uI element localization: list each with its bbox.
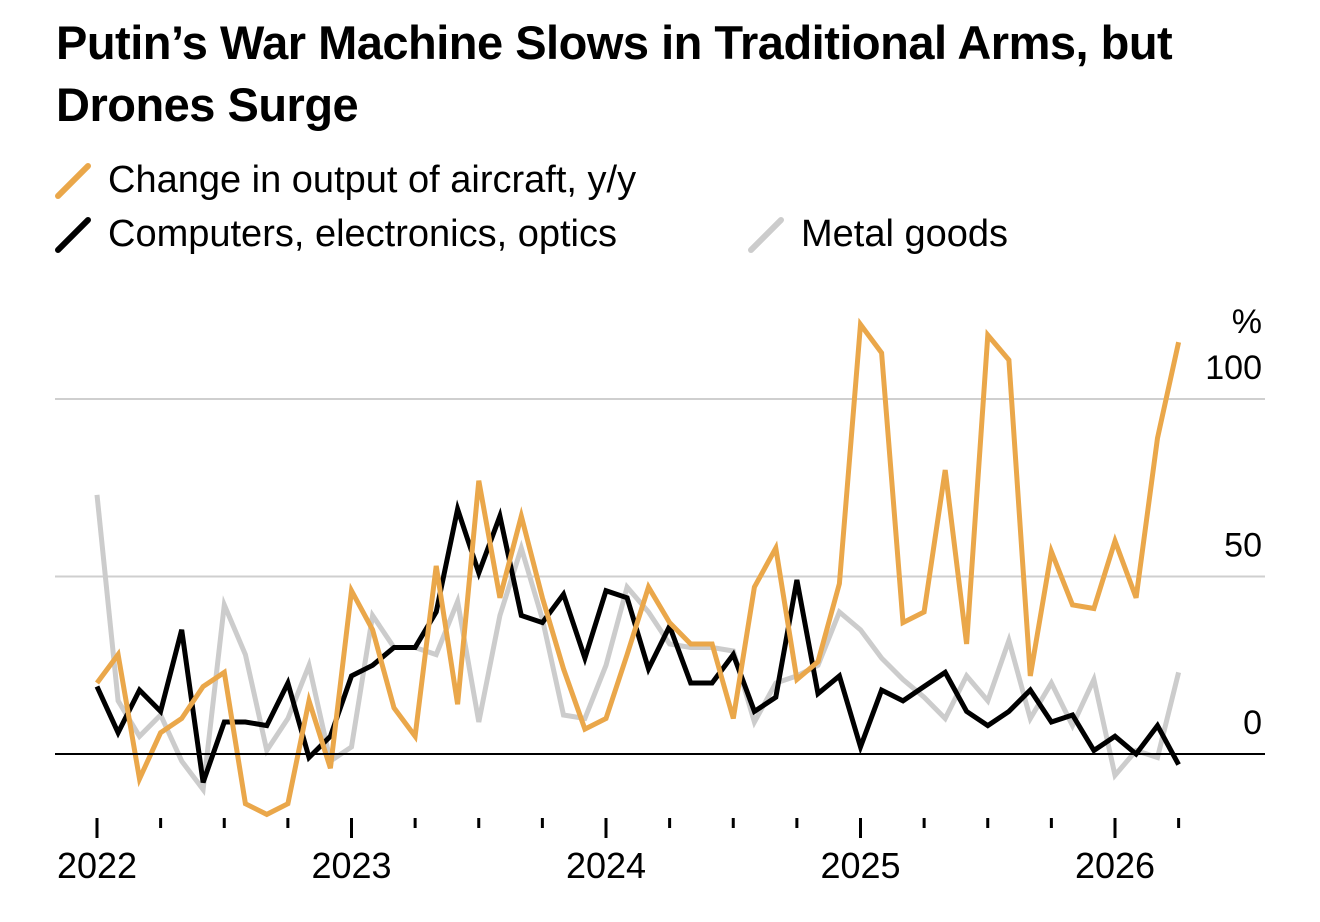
y-tick-label-50: 50 [1224,527,1262,565]
grid-layer [55,398,1265,578]
legend-swatch-metal [748,217,784,253]
legend-swatch-aircraft [55,163,91,199]
x-tick-label-2023: 2023 [311,845,391,886]
y-tick-label-100: 100 [1205,349,1262,387]
legend-item-computers: Computers, electronics, optics [52,212,617,256]
series-line-0 [94,317,1182,818]
x-tick-label-2022: 2022 [57,845,137,886]
y-unit-label: % [1232,303,1262,341]
legend-swatch-computers [55,217,91,253]
legend-label-computers: Computers, electronics, optics [108,213,617,255]
axis-layer: 0 50 100% 2022 2023 2024 2025 2026 [55,303,1265,886]
x-tick-label-2024: 2024 [566,845,646,886]
series-line-2 [94,494,1182,797]
legend-label-aircraft: Change in output of aircraft, y/y [108,159,637,201]
legend-label-metal: Metal goods [801,213,1009,255]
legend-item-metal: Metal goods [745,212,1008,256]
y-tick-label-0: 0 [1243,704,1262,742]
x-tick-label-2026: 2026 [1075,845,1155,886]
series-layer [94,317,1182,818]
chart-title: Putin’s War Machine Slows in Traditional… [56,16,1173,131]
x-tick-label-2025: 2025 [820,845,900,886]
series-line-1 [94,499,1181,784]
legend-item-aircraft: Change in output of aircraft, y/y [52,158,636,202]
